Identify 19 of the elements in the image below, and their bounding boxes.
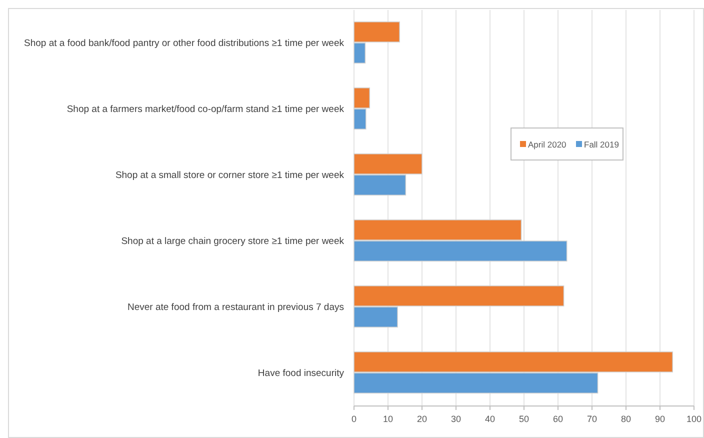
y-tick-label: Have food insecurity (258, 368, 344, 379)
x-tick-label: 50 (518, 414, 530, 424)
x-tick-label: 30 (450, 414, 462, 424)
y-tick-label: Shop at a food bank/food pantry or other food distributions ≥1 time per week (24, 38, 344, 49)
legend-label: April 2020 (528, 140, 567, 150)
y-tick-label: Shop at a farmers market/food co-op/farm stand ≥1 time per week (66, 104, 344, 115)
x-tick-label: 100 (686, 414, 702, 424)
x-tick-label: 90 (654, 414, 666, 424)
x-tick-label: 80 (620, 414, 632, 424)
y-tick-label: Shop at a small store or corner store ≥1 time per week (115, 170, 344, 181)
y-tick-label: Shop at a large chain grocery store ≥1 time per week (121, 236, 344, 247)
x-tick-label: 20 (416, 414, 428, 424)
x-tick-label: 0 (351, 414, 357, 424)
x-tick-label: 40 (484, 414, 496, 424)
x-tick-label: 60 (552, 414, 564, 424)
legend-label: Fall 2019 (584, 140, 620, 150)
x-tick-label: 10 (382, 414, 394, 424)
x-tick-label: 70 (586, 414, 598, 424)
y-tick-label: Never ate food from a restaurant in previous 7 days (127, 302, 344, 313)
